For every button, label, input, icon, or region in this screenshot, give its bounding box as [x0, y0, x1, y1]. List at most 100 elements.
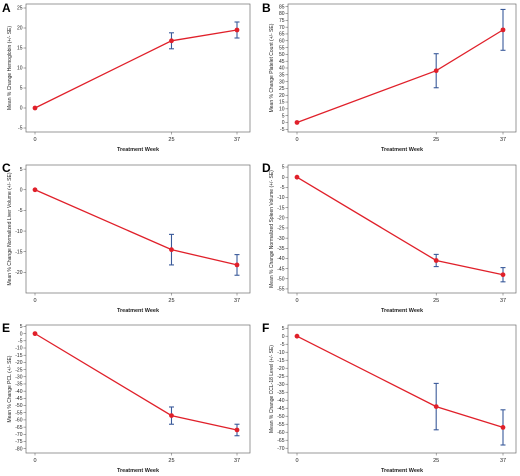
y-tick-label: -20	[277, 216, 284, 222]
data-point	[169, 38, 174, 44]
panel-letter: A	[2, 1, 11, 15]
y-tick-label: -10	[15, 346, 22, 352]
y-tick-label: 55	[279, 45, 285, 51]
data-point	[32, 187, 38, 193]
panel-f: F 5 0 -5 -10 -15 -20 -25 -30 -35 -40 -45 -50 -55 -60 -6…	[262, 321, 517, 474]
x-tick-label: 25	[168, 137, 174, 143]
data-point	[433, 404, 439, 409]
x-tick-label: 37	[234, 298, 240, 304]
panel-letter: E	[2, 321, 10, 335]
y-tick-label: -5	[18, 208, 23, 214]
y-tick-label: 60	[279, 38, 285, 44]
x-tick-label: 0	[295, 137, 298, 143]
x-tick-label: 37	[500, 458, 506, 464]
panel-letter: F	[262, 321, 269, 335]
y-tick-label: -55	[15, 410, 22, 416]
y-tick-label: 40	[279, 66, 285, 72]
y-tick-label: -15	[277, 205, 284, 211]
y-tick-label: -75	[15, 439, 22, 445]
y-tick-label: -25	[277, 374, 284, 380]
y-tick-label: -45	[277, 266, 284, 272]
y-tick-label: 5	[282, 326, 285, 332]
data-point	[169, 247, 174, 253]
y-tick-label: -50	[277, 276, 284, 282]
panel-letter: D	[262, 161, 271, 175]
y-tick-label: -65	[15, 425, 22, 431]
y-tick-label: 70	[279, 25, 285, 31]
y-tick-label: -45	[15, 396, 22, 402]
x-tick-label: 37	[234, 458, 240, 464]
y-tick-label: 0	[282, 120, 285, 126]
y-tick-label: 0	[282, 334, 285, 340]
data-point	[234, 427, 240, 433]
y-tick-label: 5	[282, 165, 285, 171]
data-point	[500, 272, 506, 278]
y-tick-label: -20	[15, 270, 22, 276]
y-tick-label: 20	[17, 26, 23, 32]
y-tick-label: -5	[18, 339, 23, 345]
x-axis-title: Treatment Week	[381, 147, 424, 153]
y-tick-label: 0	[282, 175, 285, 181]
data-point	[433, 258, 439, 263]
data-point	[32, 331, 38, 337]
plot-area	[287, 164, 517, 294]
y-axis-title: Mean % Change Platelet Count (+/- SE)	[269, 23, 275, 112]
plot-area	[287, 3, 517, 133]
panel-d: D 5 0 -5 -10 -15 -20 -25 -30 -35 -40 -45 -50 -55 0 25 37…	[262, 161, 517, 314]
y-tick-label: -20	[15, 360, 22, 366]
x-axis-title: Treatment Week	[117, 147, 160, 153]
x-tick-label: 0	[295, 298, 298, 304]
x-tick-label: 37	[234, 137, 240, 143]
y-axis-title: Mean % Change Hemoglobin (+/- SE)	[7, 26, 13, 110]
x-tick-label: 25	[168, 458, 174, 464]
x-tick-label: 37	[500, 137, 506, 143]
y-tick-label: 0	[20, 187, 23, 193]
data-point	[294, 174, 300, 180]
y-axis-title: Mean % Change CCL-18 Level (+/- SE)	[269, 345, 275, 433]
y-tick-label: -40	[277, 398, 284, 404]
y-tick-label: 25	[17, 6, 23, 12]
y-tick-label: 45	[279, 59, 285, 65]
data-point	[32, 105, 38, 111]
plot-area	[25, 164, 251, 294]
y-tick-label: -15	[15, 353, 22, 359]
y-tick-label: 20	[279, 93, 285, 99]
data-point	[294, 120, 300, 125]
x-tick-label: 0	[33, 458, 36, 464]
panel-letter: C	[2, 161, 11, 175]
y-axis-title: Mean % Change Normalized Spleen Volume (…	[269, 170, 275, 288]
data-point	[500, 425, 506, 430]
data-point	[234, 262, 240, 268]
x-tick-label: 0	[295, 458, 298, 464]
plot-area	[25, 3, 251, 133]
x-axis-title: Treatment Week	[117, 308, 160, 314]
y-tick-label: -40	[15, 389, 22, 395]
y-tick-label: -70	[15, 432, 22, 438]
y-tick-label: -10	[15, 229, 22, 235]
y-tick-label: 30	[279, 79, 285, 85]
x-tick-label: 25	[168, 298, 174, 304]
panel-c: C 5 0 -5 -10 -15 -20 0 25 37 Treatment Week Mean % …	[2, 161, 251, 314]
x-tick-label: 25	[433, 137, 439, 143]
y-tick-label: 5	[20, 86, 23, 92]
y-tick-label: 0	[20, 331, 23, 337]
y-tick-label: -35	[15, 382, 22, 388]
y-tick-label: -45	[277, 406, 284, 412]
x-tick-label: 25	[433, 458, 439, 464]
panel-a: A -5 0 5 10 15 20 25 0 25 37 Treatment Week Mean % C…	[2, 1, 251, 153]
y-tick-label: 15	[17, 46, 23, 52]
y-tick-label: -25	[15, 367, 22, 373]
y-tick-label: -5	[18, 126, 23, 132]
y-tick-label: -40	[277, 256, 284, 262]
y-tick-label: 10	[17, 66, 23, 72]
y-tick-label: 85	[279, 4, 285, 10]
y-tick-label: 0	[20, 106, 23, 112]
y-tick-label: -10	[277, 350, 284, 356]
y-tick-label: -70	[277, 446, 284, 452]
x-axis-title: Treatment Week	[381, 468, 424, 474]
x-tick-label: 37	[500, 298, 506, 304]
x-tick-label: 0	[33, 137, 36, 143]
x-axis-title: Treatment Week	[117, 468, 160, 474]
